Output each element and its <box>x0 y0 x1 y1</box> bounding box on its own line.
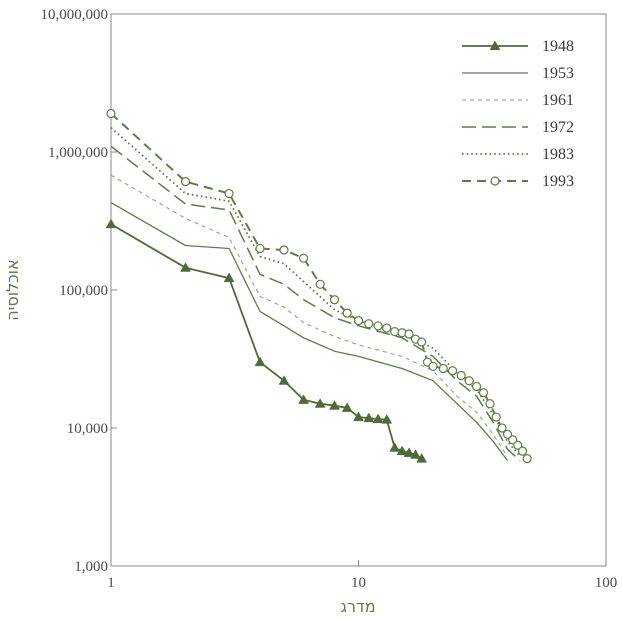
legend-label: 1993 <box>542 173 574 190</box>
data-point-circle <box>491 412 501 422</box>
legend-item-1983: 1983 <box>462 146 574 163</box>
y-tick-label: 1,000,000 <box>48 145 108 161</box>
data-point-triangle <box>381 414 393 424</box>
series-line-1993 <box>110 112 528 460</box>
series-line-1948 <box>110 223 423 460</box>
y-axis-title: אוכלוסיה <box>3 259 22 320</box>
plot-frame <box>110 13 607 567</box>
legend: 1948 1953 1961 1972 1983 1993 <box>462 38 574 190</box>
data-point-circle <box>106 108 116 119</box>
series-1953 <box>110 202 509 461</box>
data-point-circle <box>342 308 352 318</box>
x-tick-label: 10 <box>351 575 366 591</box>
data-point-circle <box>471 381 482 392</box>
x-axis-title: מדרג <box>340 597 375 616</box>
data-point-circle <box>513 440 523 450</box>
data-point-triangle <box>314 398 326 408</box>
data-point-circle <box>382 323 392 333</box>
data-point-circle <box>417 337 427 347</box>
data-point-circle <box>448 366 458 376</box>
legend-item-1948: 1948 <box>462 38 574 55</box>
data-point-circle <box>279 245 289 255</box>
legend-item-1972: 1972 <box>462 119 574 136</box>
x-tick-label: 100 <box>595 575 618 591</box>
series-1972 <box>110 145 521 462</box>
data-point-triangle <box>353 411 364 422</box>
y-tick-label: 10,000 <box>67 421 108 437</box>
data-point-circle <box>522 454 532 464</box>
series-1993 <box>106 108 532 464</box>
data-point-circle <box>490 176 500 186</box>
data-point-triangle <box>416 453 428 463</box>
y-axis: 1,000 10,000 100,000 1,000,000 10,000,000 <box>41 7 117 575</box>
data-point-circle <box>353 316 364 326</box>
legend-item-1993: 1993 <box>462 173 574 190</box>
data-point-circle <box>438 363 448 374</box>
data-point-circle <box>464 376 474 386</box>
data-point-triangle <box>363 412 375 423</box>
data-point-circle <box>404 329 414 339</box>
series-line-1972 <box>110 145 521 462</box>
data-point-circle <box>478 388 489 398</box>
legend-label: 1961 <box>542 92 574 109</box>
data-point-triangle <box>298 394 310 404</box>
data-point-circle <box>180 177 191 187</box>
data-point-circle <box>255 243 265 254</box>
series-1948 <box>105 218 428 463</box>
data-point-circle <box>315 279 325 289</box>
legend-label: 1983 <box>542 146 574 163</box>
data-point-triangle <box>410 449 421 459</box>
data-point-circle <box>224 188 234 199</box>
data-point-circle <box>456 370 466 381</box>
data-point-triangle <box>329 400 340 410</box>
data-point-circle <box>497 423 507 433</box>
data-point-triangle <box>396 445 408 456</box>
series-line-1953 <box>110 202 509 461</box>
series-layer <box>105 108 532 464</box>
data-point-circle <box>485 399 495 409</box>
data-point-triangle <box>254 356 266 367</box>
legend-label: 1948 <box>542 38 574 55</box>
data-point-circle <box>298 253 309 263</box>
data-point-circle <box>390 326 400 337</box>
data-point-triangle <box>372 413 384 424</box>
y-tick-label: 100,000 <box>59 283 108 299</box>
data-point-circle <box>502 429 513 439</box>
data-point-circle <box>329 295 340 305</box>
legend-item-1961: 1961 <box>462 92 574 109</box>
legend-item-1953: 1953 <box>462 65 574 82</box>
series-1961 <box>110 174 508 457</box>
x-tick-label: 1 <box>107 575 115 591</box>
data-point-triangle <box>223 272 235 283</box>
data-point-circle <box>364 319 374 329</box>
legend-label: 1953 <box>542 65 574 82</box>
y-tick-label: 1,000 <box>74 559 108 575</box>
y-tick-label: 10,000,000 <box>41 7 109 23</box>
x-axis: 1 10 100 <box>107 560 617 591</box>
legend-label: 1972 <box>542 119 574 136</box>
data-point-triangle <box>278 375 290 385</box>
data-point-triangle <box>341 402 353 412</box>
data-point-triangle <box>403 447 415 457</box>
data-point-circle <box>517 446 528 456</box>
series-line-1961 <box>110 174 508 457</box>
data-point-triangle <box>389 442 401 452</box>
data-point-circle <box>428 361 438 371</box>
data-point-triangle <box>180 262 191 272</box>
data-point-triangle <box>489 40 501 50</box>
data-point-circle <box>373 321 383 331</box>
data-point-triangle <box>105 218 117 229</box>
